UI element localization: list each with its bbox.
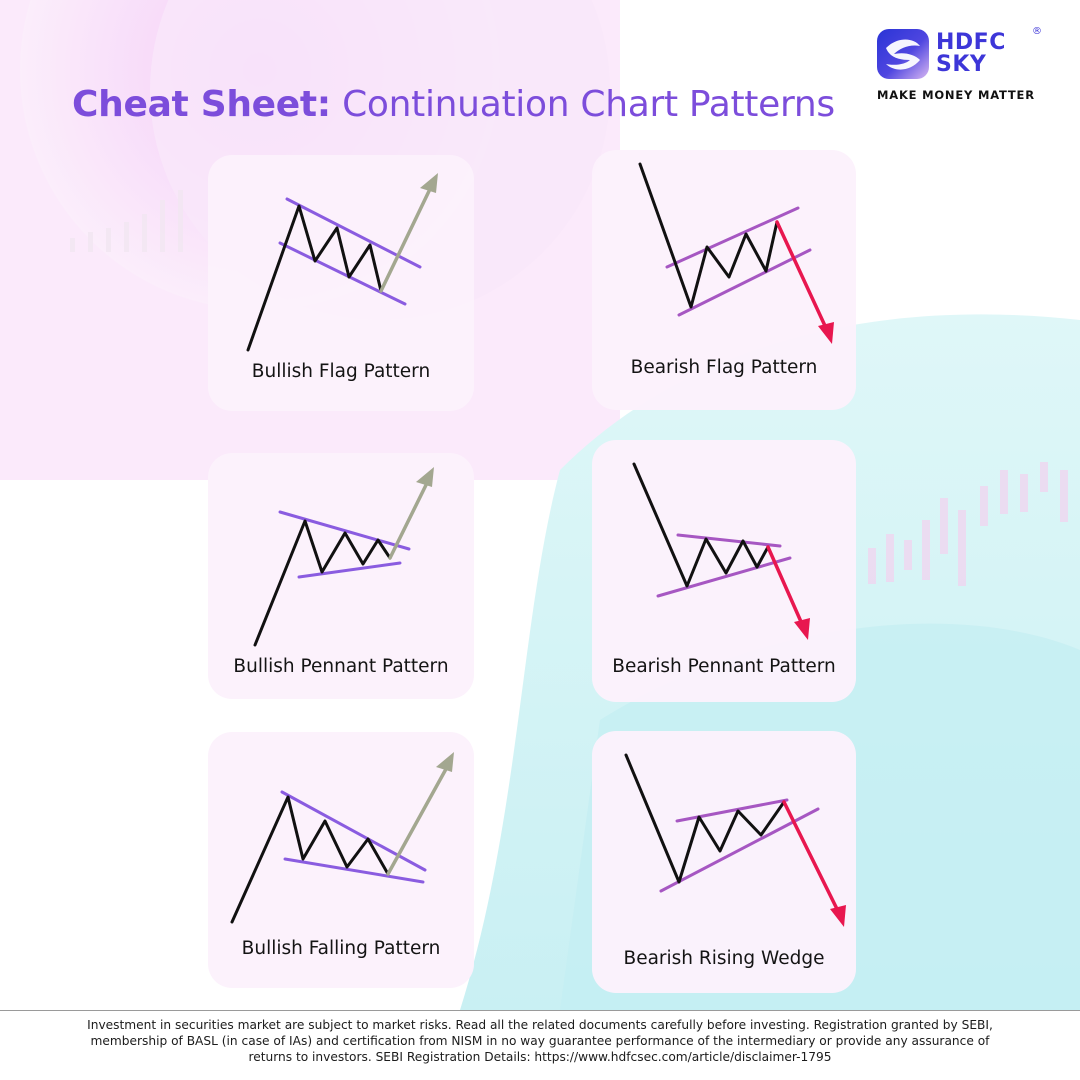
- disclaimer-line-1: Investment in securities market are subj…: [87, 1018, 993, 1032]
- breakout-arrow-head: [416, 467, 434, 487]
- pattern-label-bullish-falling: Bullish Falling Pattern: [241, 938, 441, 959]
- pattern-label-bearish-flag: Bearish Flag Pattern: [630, 357, 818, 378]
- pattern-label-bullish-pennant: Bullish Pennant Pattern: [233, 656, 449, 677]
- lower-channel-line: [297, 561, 402, 579]
- footer-divider: [0, 1010, 1080, 1011]
- breakout-arrow-head: [420, 173, 438, 193]
- upper-channel-line: [665, 206, 800, 269]
- pattern-label-bearish-rising-wedge: Bearish Rising Wedge: [623, 948, 825, 969]
- registered-mark: ®: [1032, 26, 1042, 37]
- bearish-flag-diagram: [638, 162, 834, 344]
- card-bullish-flag: Bullish Flag Pattern: [208, 155, 474, 411]
- upper-channel-line: [280, 790, 427, 872]
- breakdown-arrow-shaft: [782, 800, 840, 913]
- upper-channel-line: [675, 798, 789, 823]
- price-line: [230, 795, 390, 924]
- breakdown-arrow-head: [818, 322, 834, 344]
- lower-channel-line: [677, 248, 812, 317]
- breakout-arrow-shaft: [379, 187, 432, 293]
- bullish-flag-diagram: [246, 173, 438, 352]
- card-bullish-pennant: Bullish Pennant Pattern: [208, 453, 474, 699]
- lower-channel-line: [278, 241, 407, 306]
- pattern-label-bearish-pennant: Bearish Pennant Pattern: [612, 656, 836, 677]
- card-bearish-flag: Bearish Flag Pattern: [592, 150, 856, 410]
- disclaimer: Investment in securities market are subj…: [40, 1017, 1040, 1065]
- breakdown-arrow-shaft: [775, 220, 828, 330]
- pattern-label-bullish-flag: Bullish Flag Pattern: [251, 361, 431, 382]
- brand-name-line2: SKY: [936, 52, 987, 77]
- price-line: [638, 162, 779, 309]
- breakdown-arrow-head: [794, 618, 810, 640]
- price-line: [246, 204, 383, 352]
- bullish-falling-diagram: [230, 752, 454, 924]
- upper-channel-line: [278, 510, 411, 551]
- bullish-pennant-diagram: [253, 467, 434, 647]
- page-title: Cheat Sheet: Continuation Chart Patterns: [72, 84, 835, 125]
- disclaimer-line-2: membership of BASL (in case of IAs) and …: [90, 1034, 990, 1048]
- price-line: [253, 519, 392, 647]
- lower-channel-line: [659, 807, 820, 893]
- card-bearish-pennant: Bearish Pennant Pattern: [592, 440, 856, 702]
- price-line: [632, 462, 770, 588]
- brand-tagline: MAKE MONEY MATTER: [877, 88, 1035, 102]
- brand-mark-icon: [877, 29, 929, 79]
- lower-channel-line: [656, 556, 792, 598]
- disclaimer-line-3: returns to investors. SEBI Registration …: [248, 1050, 832, 1064]
- breakout-arrow-head: [436, 752, 454, 772]
- brand-logo: HDFC SKY ® MAKE MONEY MATTER: [876, 26, 1046, 106]
- breakout-arrow-shaft: [388, 481, 429, 560]
- bearish-rising-wedge-diagram: [624, 753, 846, 927]
- breakout-arrow-shaft: [386, 767, 448, 876]
- lower-channel-line: [283, 857, 425, 884]
- breakdown-arrow-shaft: [766, 545, 804, 626]
- brand-name-line1: HDFC: [936, 30, 1006, 55]
- bearish-pennant-diagram: [632, 462, 810, 640]
- page-title-bold: Cheat Sheet:: [72, 84, 331, 125]
- page-title-rest: Continuation Chart Patterns: [342, 84, 835, 125]
- price-line: [624, 753, 786, 884]
- upper-channel-line: [676, 533, 782, 548]
- breakdown-arrow-head: [830, 905, 846, 927]
- card-bullish-falling: Bullish Falling Pattern: [208, 732, 474, 988]
- card-bearish-rising-wedge: Bearish Rising Wedge: [592, 731, 856, 993]
